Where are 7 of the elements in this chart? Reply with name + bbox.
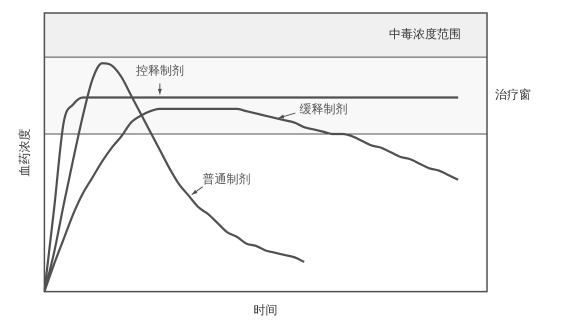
series-label: 普通制剂	[202, 172, 251, 186]
band-label: 中毒浓度范围	[389, 27, 461, 42]
x-axis-title: 时间	[254, 302, 278, 317]
y-axis-title: 血药浓度	[17, 128, 32, 176]
series-label: 控释制剂	[136, 64, 184, 78]
band-label: 治疗窗	[495, 88, 531, 102]
legend-label: 缓释制剂	[299, 102, 348, 116]
